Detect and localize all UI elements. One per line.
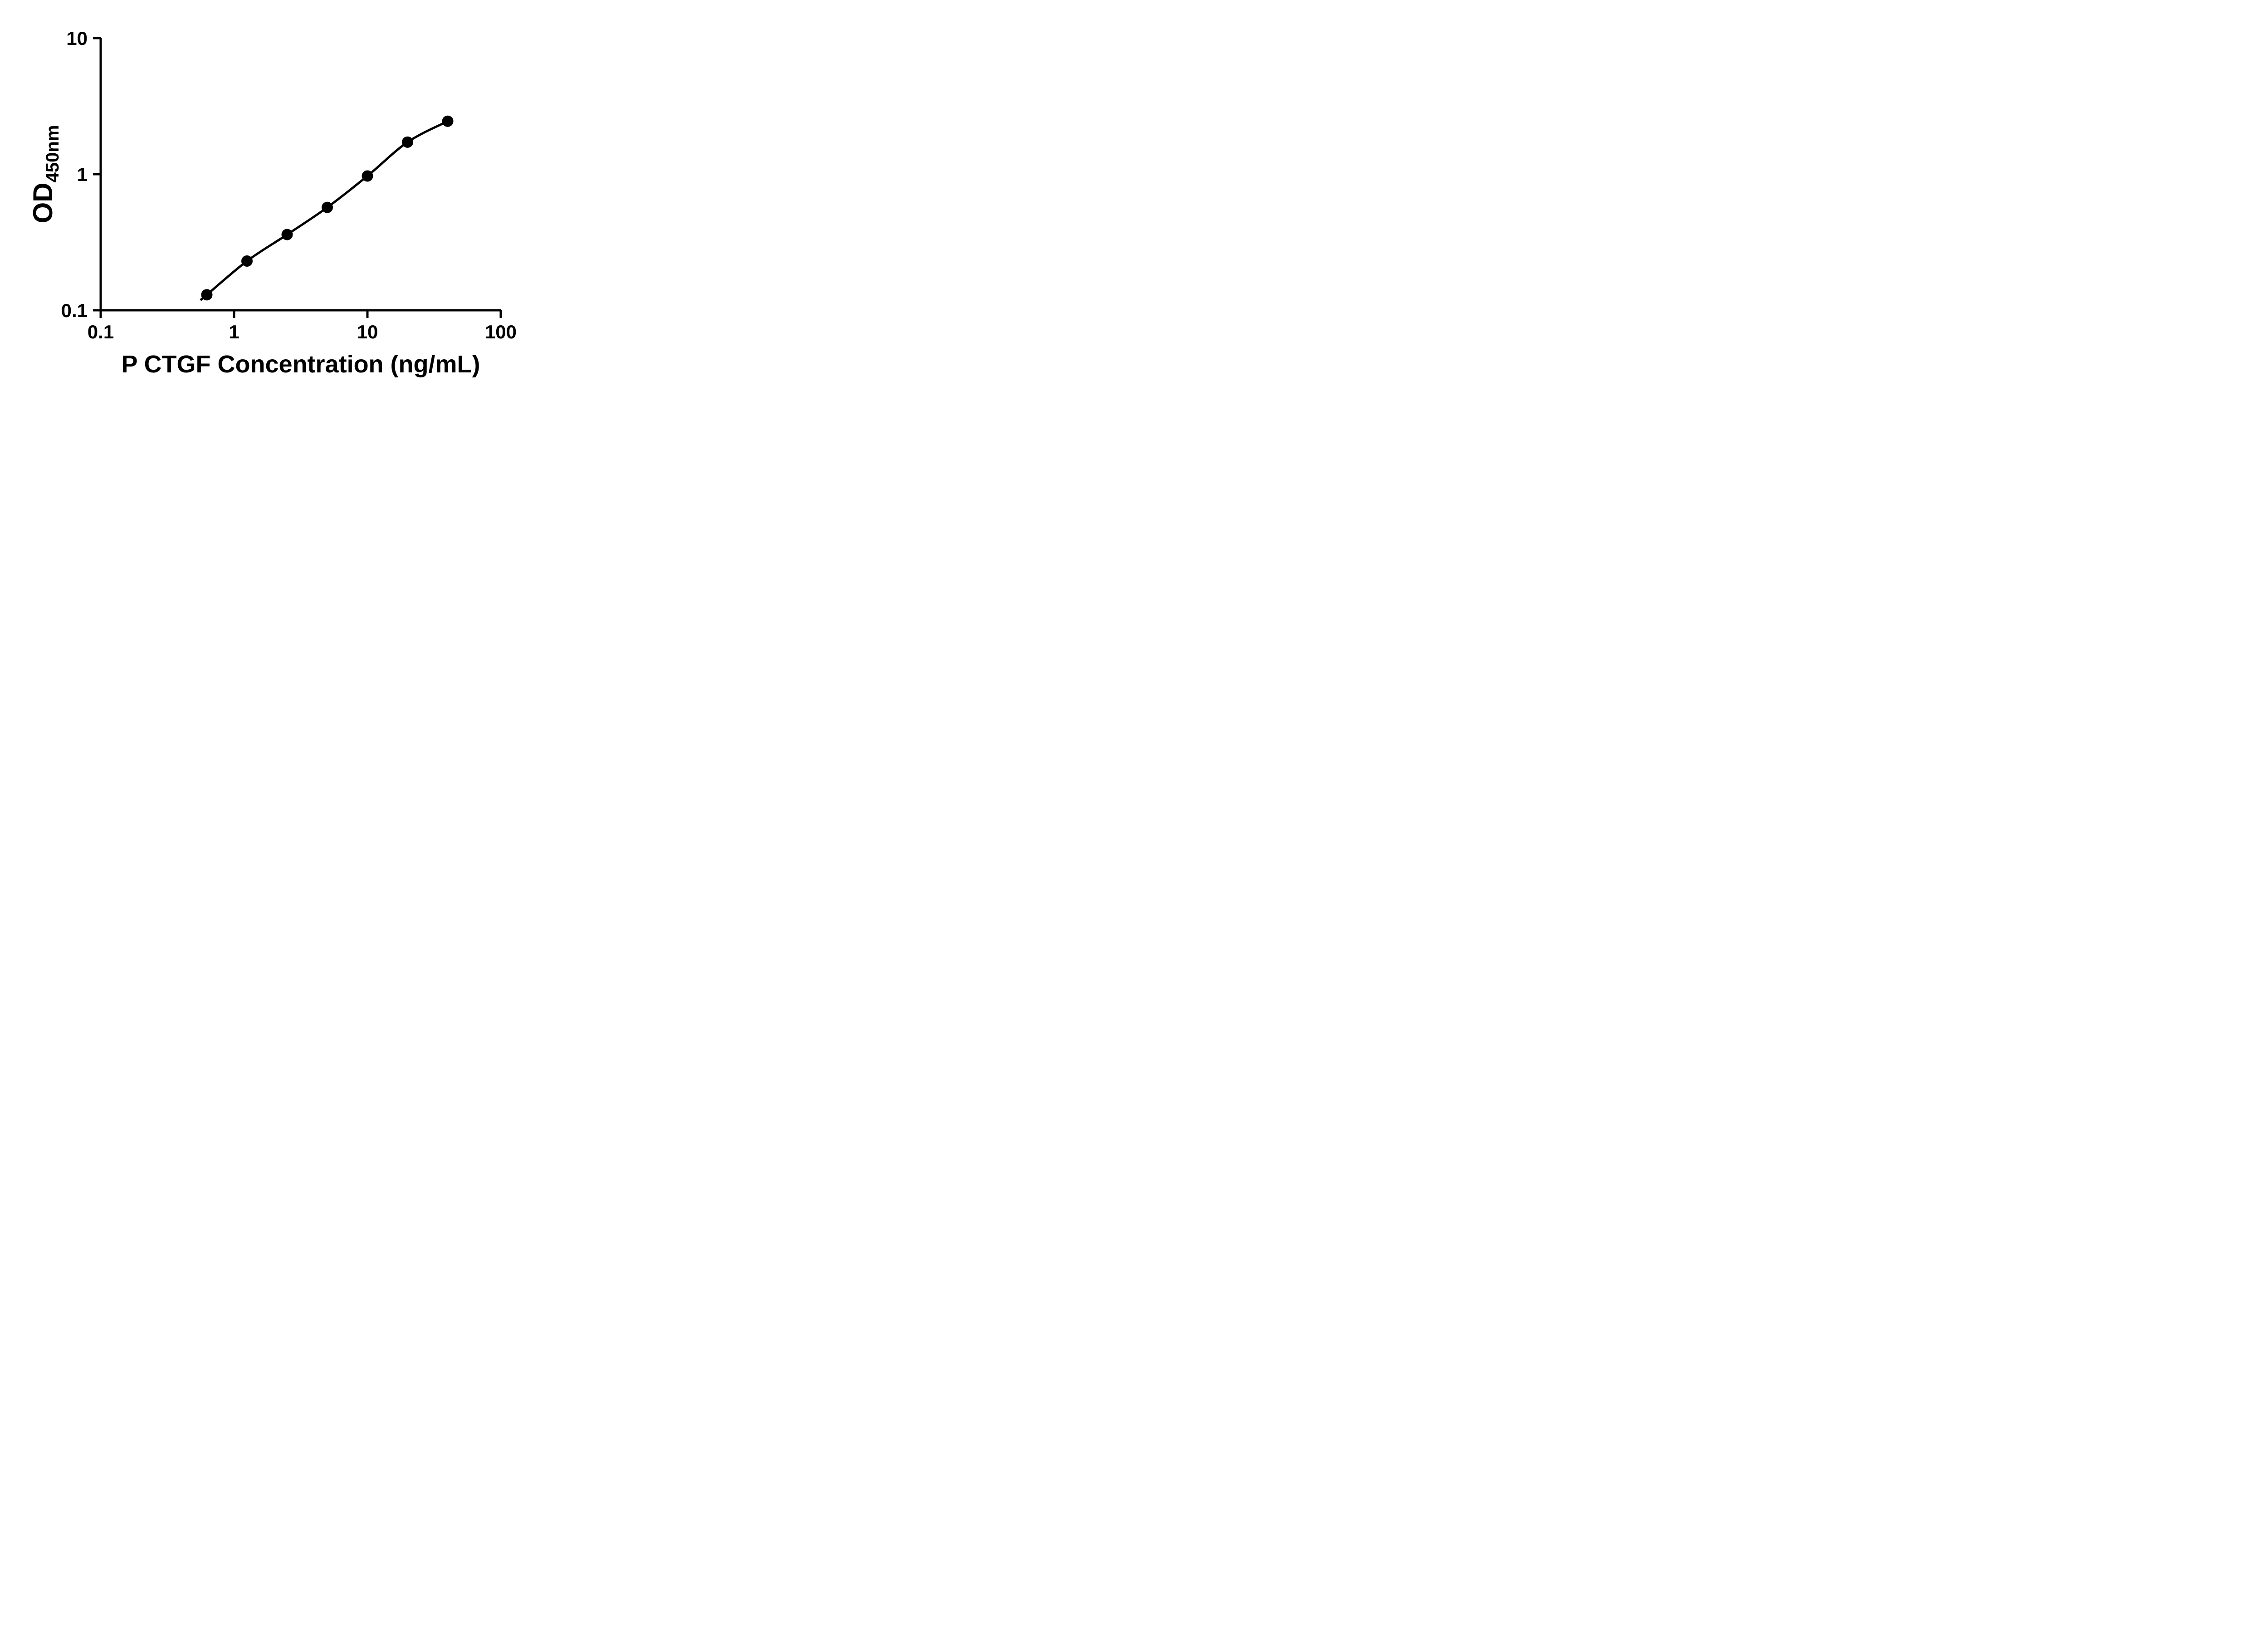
data-point-marker bbox=[201, 289, 213, 301]
y-axis-title-main: OD bbox=[28, 182, 58, 224]
plot-canvas: 0.1 1 10 0.1 1 10 100 bbox=[61, 28, 517, 342]
data-point-marker bbox=[281, 229, 293, 240]
data-point-marker bbox=[321, 201, 333, 213]
y-tick-label: 0.1 bbox=[61, 300, 88, 321]
data-point-marker bbox=[241, 255, 253, 267]
data-point-marker bbox=[442, 115, 454, 127]
y-axis-title-subscript: 450nm bbox=[43, 125, 63, 183]
x-tick-label: 100 bbox=[485, 321, 517, 342]
elisa-standard-curve-figure: 0.1 1 10 0.1 1 10 100 P CTGF Concentration (ng… bbox=[0, 0, 572, 408]
x-tick-label: 0.1 bbox=[88, 321, 114, 342]
x-tick-label: 1 bbox=[229, 321, 239, 342]
y-tick-label: 1 bbox=[77, 164, 88, 185]
x-tick-label: 10 bbox=[357, 321, 378, 342]
y-tick-label: 10 bbox=[66, 28, 88, 49]
x-axis-title: P CTGF Concentration (ng/mL) bbox=[121, 351, 480, 378]
data-point-marker bbox=[362, 170, 373, 182]
y-axis-title: OD450nm bbox=[28, 125, 63, 224]
axes-lines bbox=[99, 38, 501, 312]
data-point-marker bbox=[402, 136, 414, 148]
